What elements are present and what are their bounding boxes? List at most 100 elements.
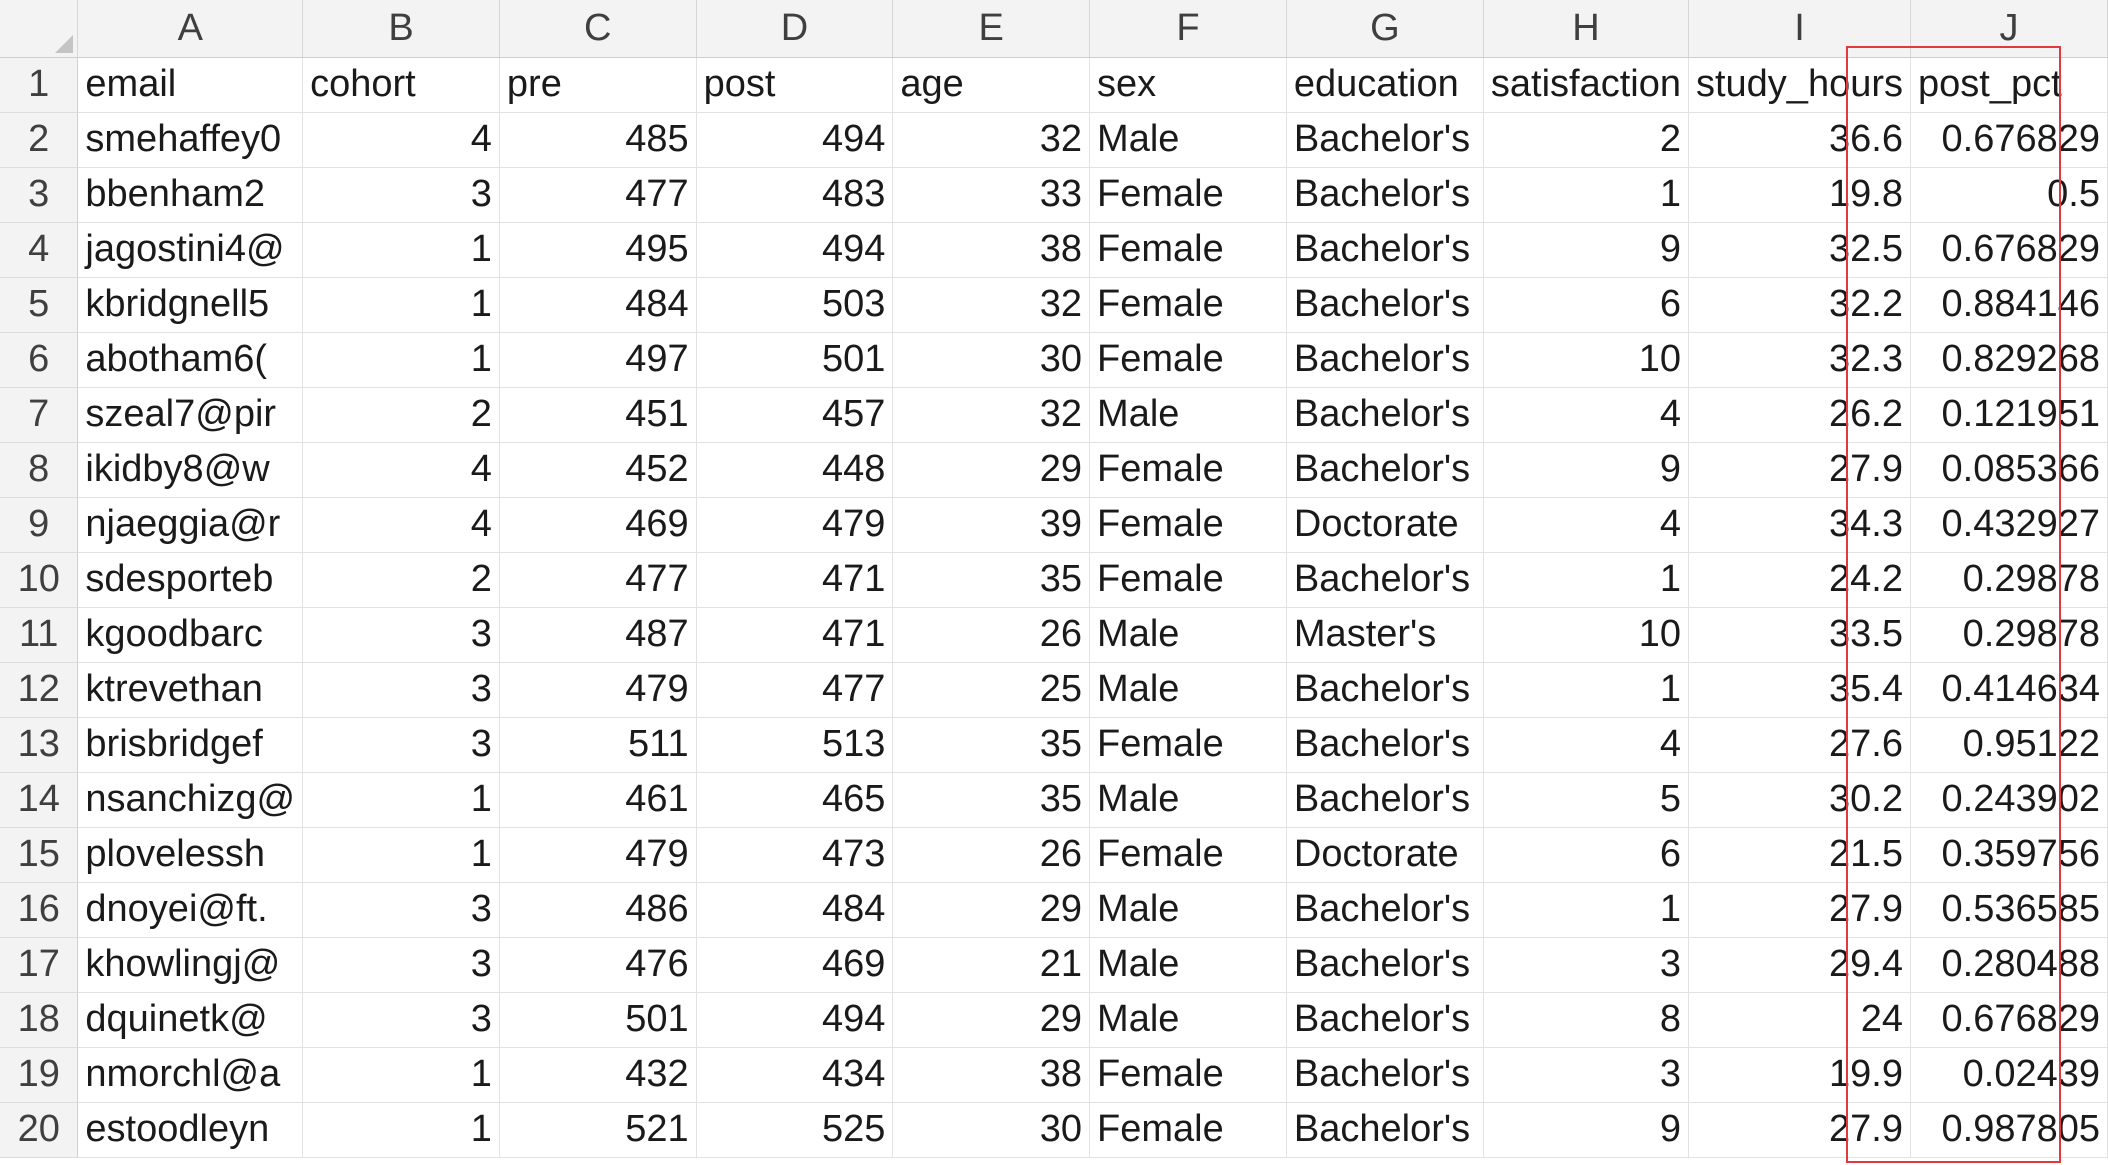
- cell-i[interactable]: 24: [1688, 992, 1912, 1048]
- column-header-g[interactable]: G: [1286, 0, 1484, 58]
- cell-f[interactable]: Female: [1089, 552, 1287, 608]
- row-header[interactable]: 5: [0, 277, 79, 333]
- cell-a[interactable]: ikidby8@w: [77, 442, 304, 498]
- cell-j[interactable]: 0.414634: [1910, 662, 2108, 718]
- column-header-a[interactable]: A: [77, 0, 304, 58]
- cell-a[interactable]: ktrevethan: [77, 662, 304, 718]
- cell-i[interactable]: 29.4: [1688, 937, 1912, 993]
- cell-d[interactable]: 503: [696, 277, 894, 333]
- cell-g[interactable]: Bachelor's: [1286, 112, 1484, 168]
- cell-i[interactable]: 27.6: [1688, 717, 1912, 773]
- cell-h[interactable]: 3: [1483, 1047, 1689, 1103]
- row-header[interactable]: 17: [0, 937, 79, 993]
- cell-h[interactable]: 4: [1483, 717, 1689, 773]
- cell-g[interactable]: Bachelor's: [1286, 1047, 1484, 1103]
- cell-d[interactable]: 469: [696, 937, 894, 993]
- cell-i[interactable]: 27.9: [1688, 442, 1912, 498]
- cell-j[interactable]: 0.02439: [1910, 1047, 2108, 1103]
- cell-h[interactable]: 5: [1483, 772, 1689, 828]
- cell-j[interactable]: 0.359756: [1910, 827, 2108, 883]
- cell-f[interactable]: Female: [1089, 442, 1287, 498]
- row-header[interactable]: 6: [0, 332, 79, 388]
- cell-d[interactable]: 513: [696, 717, 894, 773]
- cell-e[interactable]: 35: [892, 772, 1091, 828]
- cell-j[interactable]: 0.536585: [1910, 882, 2108, 938]
- cell-c[interactable]: 461: [499, 772, 697, 828]
- cell-b[interactable]: 4: [302, 112, 500, 168]
- row-header[interactable]: 8: [0, 442, 79, 498]
- cell-d[interactable]: 465: [696, 772, 894, 828]
- cell-c[interactable]: 469: [499, 497, 697, 553]
- row-header[interactable]: 18: [0, 992, 79, 1048]
- header-cell-h[interactable]: satisfaction: [1483, 57, 1689, 113]
- cell-d[interactable]: 501: [696, 332, 894, 388]
- cell-h[interactable]: 1: [1483, 662, 1689, 718]
- cell-g[interactable]: Doctorate: [1286, 827, 1484, 883]
- cell-a[interactable]: njaeggia@r: [77, 497, 304, 553]
- cell-j[interactable]: 0.432927: [1910, 497, 2108, 553]
- header-cell-b[interactable]: cohort: [302, 57, 500, 113]
- cell-h[interactable]: 8: [1483, 992, 1689, 1048]
- column-header-d[interactable]: D: [696, 0, 894, 58]
- cell-g[interactable]: Bachelor's: [1286, 222, 1484, 278]
- cell-e[interactable]: 26: [892, 607, 1091, 663]
- cell-g[interactable]: Bachelor's: [1286, 717, 1484, 773]
- cell-e[interactable]: 33: [892, 167, 1091, 223]
- cell-j[interactable]: 0.676829: [1910, 992, 2108, 1048]
- cell-f[interactable]: Female: [1089, 1102, 1287, 1158]
- cell-e[interactable]: 21: [892, 937, 1091, 993]
- cell-g[interactable]: Doctorate: [1286, 497, 1484, 553]
- header-cell-c[interactable]: pre: [499, 57, 697, 113]
- row-header[interactable]: 3: [0, 167, 79, 223]
- cell-b[interactable]: 4: [302, 442, 500, 498]
- cell-f[interactable]: Female: [1089, 1047, 1287, 1103]
- cell-a[interactable]: dnoyei@ft.: [77, 882, 304, 938]
- cell-j[interactable]: 0.29878: [1910, 552, 2108, 608]
- cell-g[interactable]: Master's: [1286, 607, 1484, 663]
- cell-a[interactable]: dquinetk@: [77, 992, 304, 1048]
- cell-b[interactable]: 3: [302, 882, 500, 938]
- cell-c[interactable]: 521: [499, 1102, 697, 1158]
- cell-f[interactable]: Male: [1089, 772, 1287, 828]
- cell-f[interactable]: Male: [1089, 662, 1287, 718]
- cell-h[interactable]: 1: [1483, 167, 1689, 223]
- cell-f[interactable]: Female: [1089, 167, 1287, 223]
- column-header-i[interactable]: I: [1688, 0, 1912, 58]
- header-cell-e[interactable]: age: [892, 57, 1091, 113]
- cell-g[interactable]: Bachelor's: [1286, 387, 1484, 443]
- cell-i[interactable]: 21.5: [1688, 827, 1912, 883]
- cell-e[interactable]: 35: [892, 552, 1091, 608]
- header-cell-g[interactable]: education: [1286, 57, 1484, 113]
- cell-g[interactable]: Bachelor's: [1286, 332, 1484, 388]
- cell-e[interactable]: 38: [892, 222, 1091, 278]
- cell-e[interactable]: 29: [892, 882, 1091, 938]
- cell-b[interactable]: 3: [302, 937, 500, 993]
- cell-f[interactable]: Male: [1089, 607, 1287, 663]
- cell-d[interactable]: 471: [696, 607, 894, 663]
- cell-f[interactable]: Female: [1089, 827, 1287, 883]
- cell-j[interactable]: 0.829268: [1910, 332, 2108, 388]
- cell-g[interactable]: Bachelor's: [1286, 277, 1484, 333]
- cell-b[interactable]: 1: [302, 332, 500, 388]
- cell-i[interactable]: 26.2: [1688, 387, 1912, 443]
- cell-i[interactable]: 30.2: [1688, 772, 1912, 828]
- cell-g[interactable]: Bachelor's: [1286, 1102, 1484, 1158]
- cell-f[interactable]: Female: [1089, 497, 1287, 553]
- cell-g[interactable]: Bachelor's: [1286, 662, 1484, 718]
- cell-e[interactable]: 30: [892, 1102, 1091, 1158]
- cell-a[interactable]: estoodleyn: [77, 1102, 304, 1158]
- row-header[interactable]: 14: [0, 772, 79, 828]
- cell-j[interactable]: 0.676829: [1910, 222, 2108, 278]
- cell-h[interactable]: 4: [1483, 497, 1689, 553]
- cell-i[interactable]: 32.3: [1688, 332, 1912, 388]
- cell-i[interactable]: 32.5: [1688, 222, 1912, 278]
- row-header[interactable]: 16: [0, 882, 79, 938]
- cell-j[interactable]: 0.884146: [1910, 277, 2108, 333]
- cell-j[interactable]: 0.243902: [1910, 772, 2108, 828]
- header-cell-a[interactable]: email: [77, 57, 304, 113]
- row-header[interactable]: 12: [0, 662, 79, 718]
- cell-b[interactable]: 3: [302, 662, 500, 718]
- cell-c[interactable]: 479: [499, 662, 697, 718]
- cell-b[interactable]: 1: [302, 772, 500, 828]
- row-header[interactable]: 1: [0, 57, 79, 113]
